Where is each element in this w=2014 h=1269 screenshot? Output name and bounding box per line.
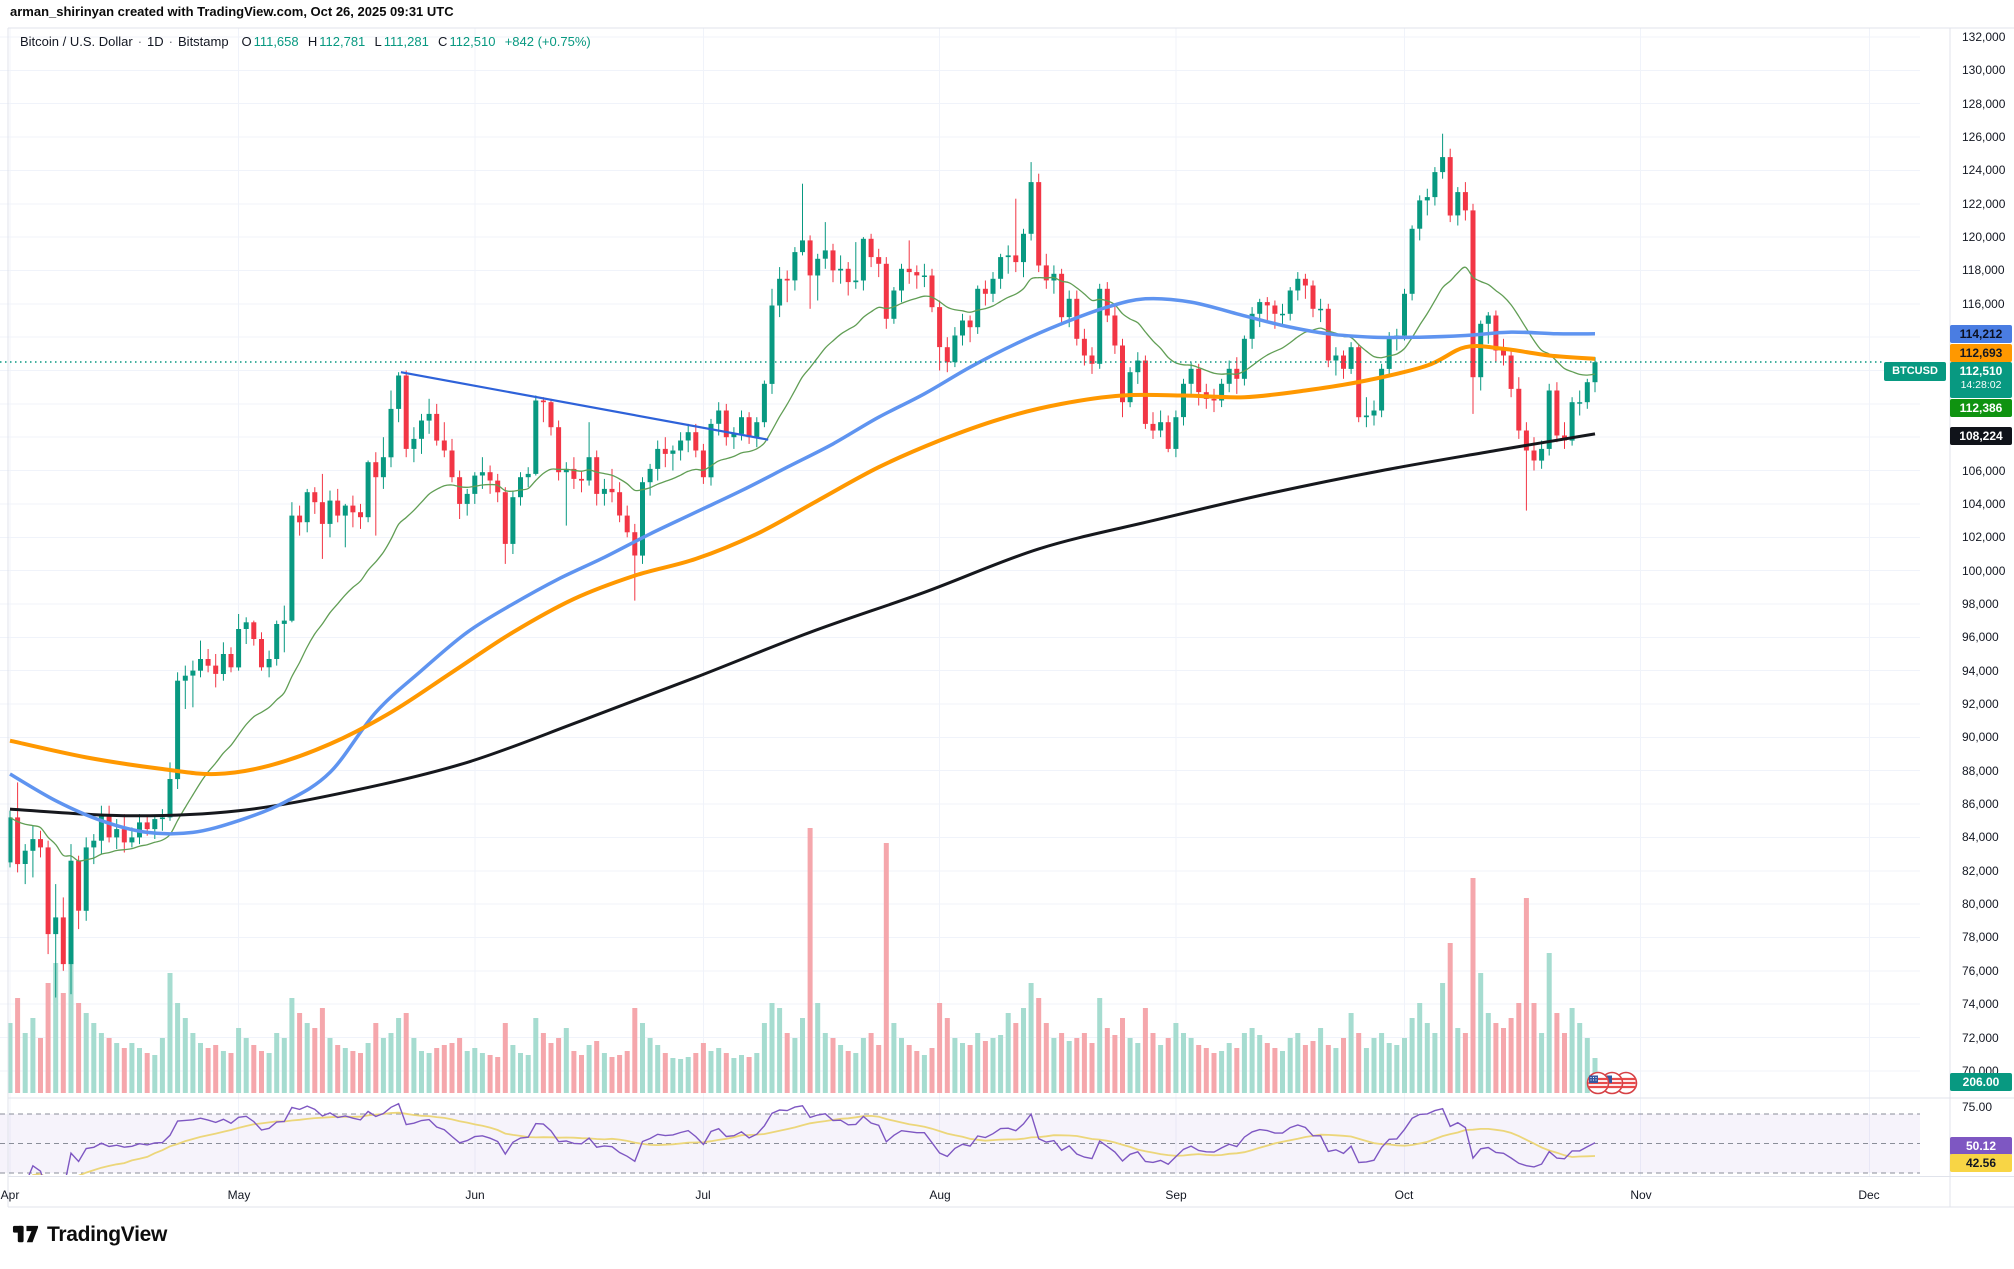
exchange-label: Bitstamp: [178, 34, 229, 49]
symbol-name[interactable]: Bitcoin / U.S. Dollar: [20, 34, 133, 49]
tradingview-logo-icon: [12, 1225, 39, 1243]
tradingview-logo[interactable]: TradingView: [12, 1221, 167, 1248]
volume-value-badge: 206.00: [1950, 1073, 2012, 1091]
open-value: 111,658: [253, 34, 299, 49]
ma-orange-price-badge: 112,693: [1950, 344, 2012, 362]
low-label: L: [374, 34, 382, 49]
ma-blue-price-badge: 114,212: [1950, 325, 2012, 343]
close-value: 112,510: [449, 34, 496, 49]
rsi-tick-label: 75.00: [1962, 1100, 1993, 1114]
open-label: O: [241, 34, 252, 49]
bar-countdown: 14:28:02: [1960, 379, 2002, 391]
last-price-value: 112,510: [1959, 364, 2003, 378]
us-session-flags-icon: [1586, 1069, 1644, 1102]
symbol-tag: BTCUSD: [1884, 362, 1946, 381]
tradingview-logo-text: TradingView: [47, 1222, 168, 1246]
ma-black-price-badge: 108,224: [1950, 427, 2012, 445]
close-label: C: [438, 34, 448, 49]
symbol-info-bar[interactable]: Bitcoin / U.S. Dollar · 1D · Bitstamp O 111,6…: [20, 34, 591, 49]
change-value: +842 (+0.75%): [504, 34, 591, 49]
ema-green-price-badge: 112,386: [1950, 399, 2012, 417]
high-value: 112,781: [319, 34, 366, 49]
interval-label[interactable]: 1D: [147, 34, 164, 49]
last-price-badge: 112,510 14:28:02: [1950, 362, 2012, 398]
low-value: 111,281: [383, 34, 429, 49]
rsi-ma-value-badge: 42.56: [1950, 1154, 2012, 1172]
high-label: H: [307, 34, 318, 49]
credit-line: arman_shirinyan created with TradingView…: [10, 4, 454, 19]
rsi-value-badge: 50.12: [1950, 1137, 2012, 1155]
